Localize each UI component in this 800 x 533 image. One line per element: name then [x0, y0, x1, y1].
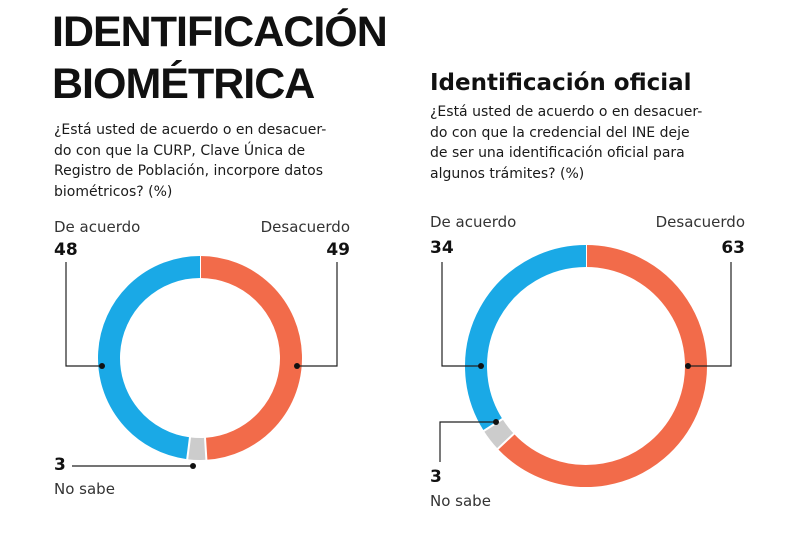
chart-2-disagree-label: Desacuerdo [655, 213, 745, 231]
chart-2-disagree-leader [688, 262, 732, 367]
chart-1-unknown-leader-dot [190, 463, 196, 469]
chart-2-agree-leader-dot [478, 363, 484, 369]
chart-2-agree-leader [441, 262, 481, 367]
chart-2-unknown-leader [439, 421, 496, 462]
chart-2-question-line: do con que la credencial del INE deje [430, 124, 690, 141]
chart-2-disagree-value: 63 [721, 238, 745, 258]
chart-1-disagree-label: Desacuerdo [260, 218, 350, 236]
chart-2-unknown-label: No sabe [430, 492, 491, 510]
donut-1-slice-desacuerdo [199, 256, 302, 460]
donut-2-slice-separator [482, 417, 504, 433]
chart-2-question-line: de ser una identificación oficial para [430, 145, 685, 161]
donut-1-slice-separator [186, 436, 192, 461]
chart-2-question-line: ¿Está usted de acuerdo o en desacuer- [430, 104, 703, 120]
page-title: IDENTIFICACIÓN BIOMÉTRICA [52, 6, 388, 110]
chart-2-agree-value: 34 [430, 238, 454, 258]
chart-2-question: ¿Está usted de acuerdo o en desacuer- do… [430, 102, 750, 184]
chart-1-disagree-leader [297, 262, 338, 367]
donut-1-slice-de-acuerdo [98, 256, 201, 460]
chart-1-unknown-value: 3 [54, 455, 66, 475]
chart-1-agree-leader [65, 262, 102, 367]
chart-1-question-line: biométricos? (%) [54, 183, 173, 200]
chart-2-title: Identificación oficial [430, 70, 692, 96]
chart-1-disagree-value: 49 [326, 240, 350, 260]
chart-1-disagree-leader-dot [294, 363, 300, 369]
chart-2-unknown-leader-dot [493, 419, 499, 425]
donut-1-slice-no-sabe [187, 437, 207, 460]
chart-1-agree-value: 48 [54, 240, 78, 260]
chart-2-disagree-leader-dot [685, 363, 691, 369]
donut-2-slice-separator [496, 432, 516, 451]
donut-2-slice-desacuerdo [497, 245, 707, 487]
donut-2-slice-de-acuerdo [465, 245, 587, 431]
donut-2-slice-no-sabe [483, 418, 514, 449]
page-title-line-1: IDENTIFICACIÓN [52, 8, 388, 56]
chart-1-question-line: ¿Está usted de acuerdo o en desacuer- [54, 122, 327, 138]
chart-1-question-line: do con que la CURP, Clave Única de [54, 142, 306, 159]
donut-chart-1 [98, 255, 302, 461]
donut-chart-2 [465, 244, 707, 487]
chart-1-agree-leader-dot [99, 363, 105, 369]
chart-2-agree-label: De acuerdo [430, 213, 517, 231]
chart-2-unknown-value: 3 [430, 467, 442, 487]
chart-1-agree-label: De acuerdo [54, 218, 141, 236]
donut-1-slice-separator [203, 436, 208, 461]
chart-1-unknown-label: No sabe [54, 480, 115, 498]
chart-1-question-line: Registro de Población, incorpore datos [54, 163, 324, 179]
chart-2-question-line: algunos trámites? (%) [430, 165, 585, 182]
page-title-line-2: BIOMÉTRICA [52, 60, 315, 108]
chart-1-question: ¿Está usted de acuerdo o en desacuer- do… [54, 120, 354, 202]
